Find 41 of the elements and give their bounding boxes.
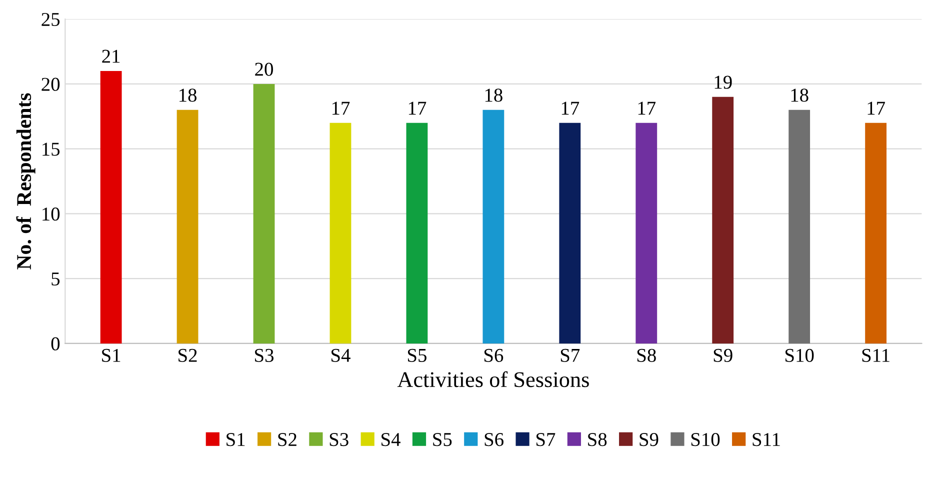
data-label: 20	[255, 62, 273, 76]
x-tick-label: S5	[408, 348, 426, 362]
x-tick-label: S8	[637, 348, 656, 362]
x-tick-label: S4	[332, 348, 350, 362]
data-label: 21	[102, 50, 120, 63]
x-tick-label: S6	[484, 348, 504, 362]
legend-label: S5	[433, 433, 452, 446]
y-tick-label: 10	[42, 208, 60, 221]
y-axis-title: No. of Respondents	[16, 93, 36, 270]
legend-label: S1	[226, 433, 245, 446]
x-tick-label: S9	[714, 348, 732, 362]
data-label: 18	[485, 88, 502, 102]
x-axis-title: Activities of Sessions	[397, 371, 589, 388]
legend-label: S4	[382, 433, 400, 446]
legend-label: S9	[640, 433, 658, 446]
x-tick-label: S10	[786, 348, 814, 362]
data-label: 17	[868, 102, 885, 115]
x-tick-label: S7	[560, 348, 580, 362]
x-tick-label: S3	[255, 348, 274, 362]
x-tick-label: S2	[178, 348, 197, 362]
legend-label: S10	[691, 432, 720, 446]
x-tick-label: S11	[862, 348, 890, 362]
data-label: 17	[408, 102, 426, 115]
y-tick-label: 20	[42, 78, 60, 91]
legend-label: S11	[752, 433, 780, 446]
data-label: 17	[638, 102, 656, 115]
y-tick-label: 5	[52, 272, 60, 286]
legend-label: S3	[330, 433, 348, 446]
x-tick-label: S1	[102, 348, 120, 362]
legend-label: S7	[536, 433, 556, 446]
legend-label: S6	[484, 433, 504, 446]
legend-label: S8	[588, 432, 607, 446]
data-label: 18	[180, 88, 197, 102]
data-label: 17	[562, 102, 580, 115]
data-label: 17	[332, 102, 350, 115]
y-tick-label: 15	[42, 142, 60, 156]
y-tick-label: 25	[42, 12, 60, 26]
data-label: 18	[791, 88, 808, 102]
data-label: 19	[714, 76, 732, 89]
y-tick-label: 0	[51, 337, 60, 350]
legend-label: S2	[278, 433, 296, 446]
